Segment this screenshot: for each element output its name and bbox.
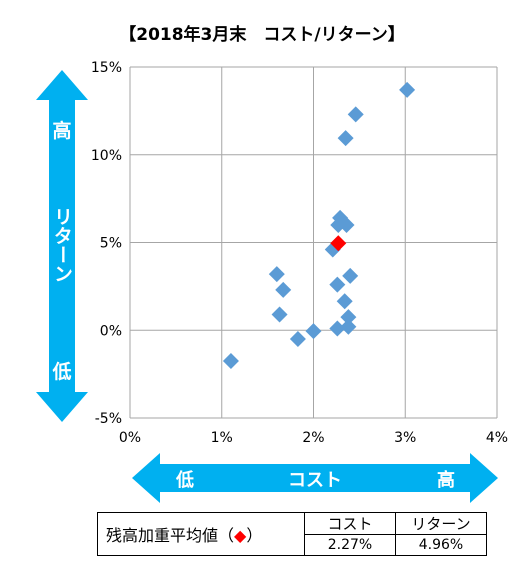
summary-col-return: リターン <box>395 512 487 535</box>
x-axis-title: コスト <box>288 470 342 491</box>
grid-lines <box>129 66 498 419</box>
average-marker-icon: ◆ <box>234 526 247 545</box>
data-point <box>271 306 288 323</box>
data-point <box>275 281 292 298</box>
y-axis-high-label: 高 <box>52 119 71 142</box>
summary-col-cost: コスト <box>304 512 396 535</box>
y-axis-title: リターン <box>51 207 73 283</box>
data-point <box>340 318 357 335</box>
data-point <box>399 81 416 98</box>
data-point <box>268 266 285 283</box>
summary-return-value: 4.96% <box>395 534 487 556</box>
y-tick-label: 5% <box>100 236 122 252</box>
tick-labels: 0% 1% 2% 3% 4% -5% 0% 5% 10% 15% <box>91 60 508 446</box>
summary-label-end: ） <box>246 526 263 545</box>
x-axis-low-label: 低 <box>175 469 194 491</box>
summary-label: 残高加重平均値（ <box>106 526 235 545</box>
x-tick-label: 3% <box>394 430 416 446</box>
data-point <box>342 267 359 284</box>
cost-axis-arrow: 低 コスト 高 <box>132 453 498 503</box>
data-point <box>329 320 346 337</box>
x-tick-label: 4% <box>486 430 508 446</box>
average-point <box>330 235 347 252</box>
summary-label-cell: 残高加重平均値（◆） <box>97 512 305 556</box>
x-tick-label: 1% <box>211 430 233 446</box>
x-tick-label: 2% <box>302 430 324 446</box>
data-point <box>305 323 322 340</box>
data-points <box>222 81 416 369</box>
data-point <box>340 309 357 326</box>
chart-title: 【2018年3月末 コスト/リターン】 <box>119 24 405 45</box>
data-point <box>336 293 353 310</box>
return-axis-arrow: 高 低 リターン <box>36 70 88 422</box>
data-point <box>222 352 239 369</box>
y-tick-label: -5% <box>95 411 122 427</box>
x-axis-high-label: 高 <box>437 469 455 491</box>
summary-cost-value: 2.27% <box>304 534 396 556</box>
data-point <box>289 331 306 348</box>
scatter-chart: 【2018年3月末 コスト/リターン】 高 低 リターン 低 コスト 高 0% 1… <box>36 24 508 503</box>
y-axis-low-label: 低 <box>51 360 71 383</box>
y-tick-label: 15% <box>91 60 122 76</box>
summary-table: 残高加重平均値（◆） コスト リターン 2.27% 4.96% <box>97 512 487 556</box>
x-tick-label: 0% <box>119 430 141 446</box>
data-point <box>329 276 346 293</box>
y-tick-label: 10% <box>91 148 122 164</box>
data-point <box>347 106 364 123</box>
y-tick-label: 0% <box>100 323 122 339</box>
data-point <box>337 130 354 147</box>
data-point <box>338 216 355 233</box>
